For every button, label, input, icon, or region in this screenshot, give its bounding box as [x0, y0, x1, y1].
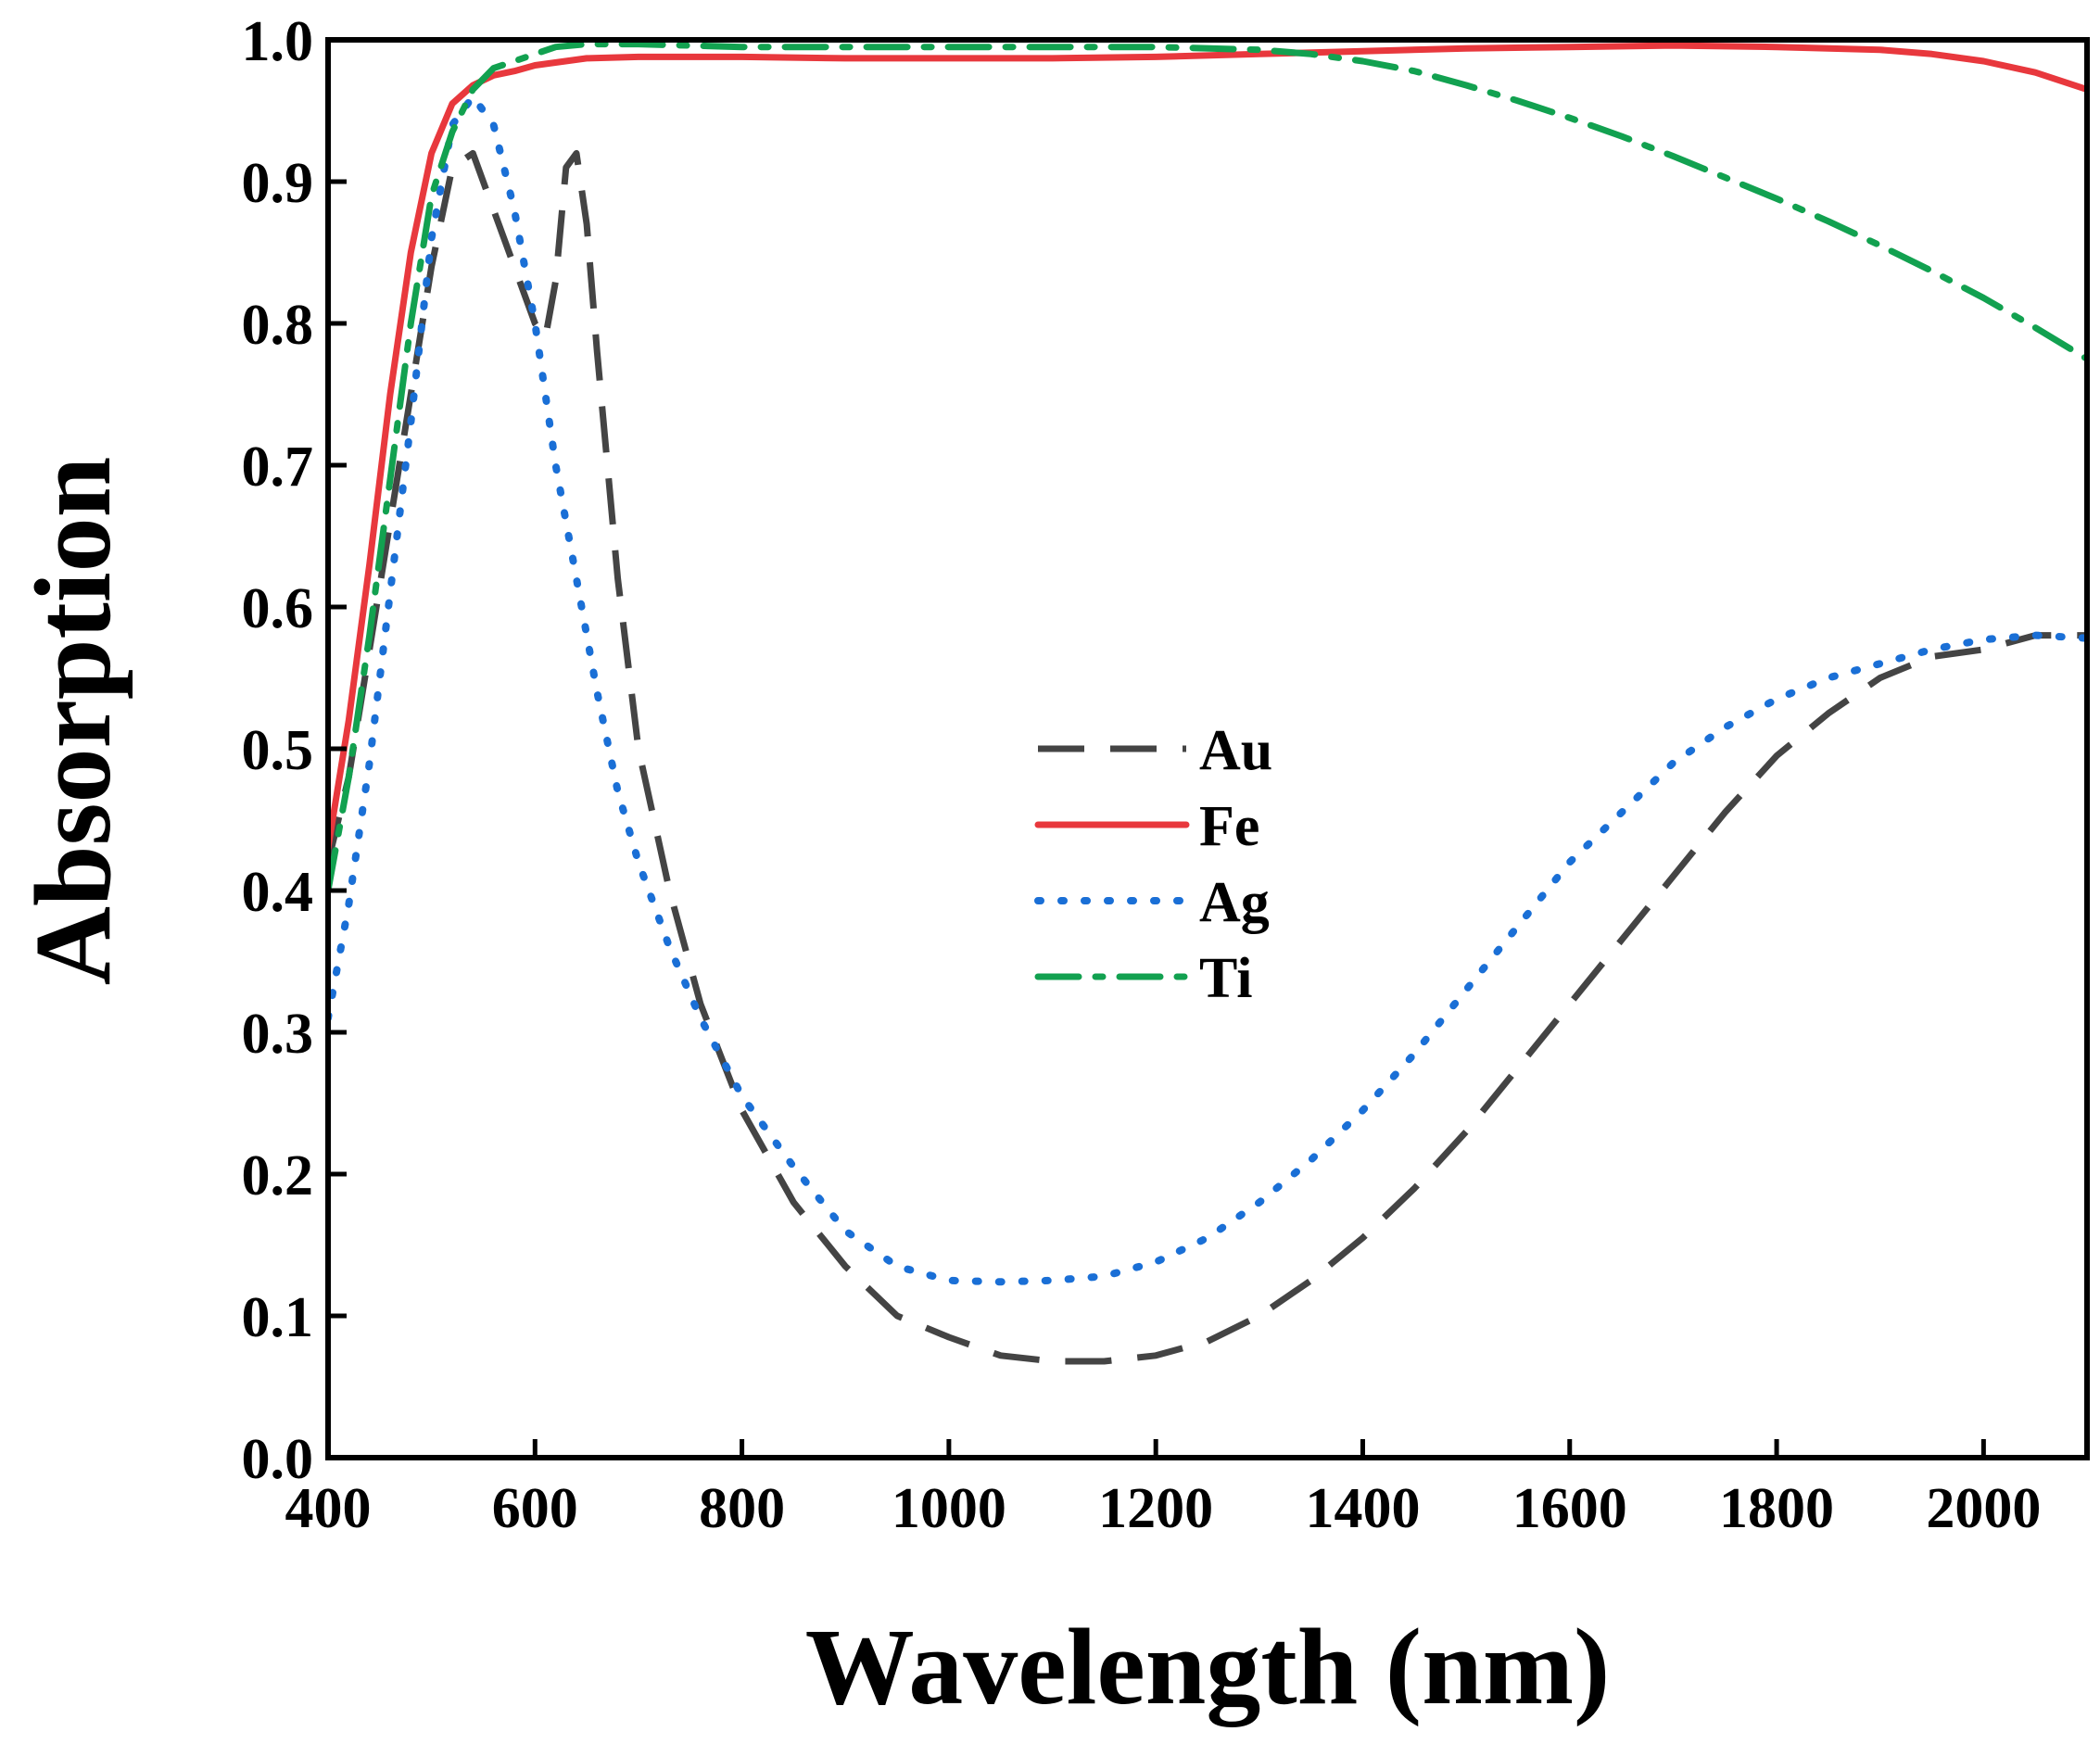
series-line-fe [328, 42, 2087, 852]
y-tick-label: 0.0 [242, 1428, 314, 1491]
x-axis-ticks: 400 600 800 1000 1200 1400 1600 1800 2000 [285, 1439, 2041, 1540]
legend-label-fe: Fe [1199, 795, 1259, 858]
y-tick-label: 0.4 [242, 861, 314, 924]
series-layer [328, 41, 2087, 1365]
y-tick-label: 0.3 [242, 1003, 314, 1066]
x-tick-label: 400 [285, 1477, 372, 1540]
y-tick-label: 0.7 [242, 436, 314, 499]
y-tick-label: 0.5 [242, 719, 314, 782]
series-line-ag [328, 93, 2087, 1286]
y-tick-label: 0.1 [242, 1286, 314, 1349]
legend-label-ti: Ti [1199, 947, 1252, 1010]
x-tick-label: 800 [699, 1477, 785, 1540]
y-axis-ticks: 0.0 0.1 0.2 0.3 0.4 0.5 0.6 0.7 0.8 0.9 1.0 [242, 10, 347, 1491]
legend-label-ag: Ag [1199, 871, 1270, 934]
y-tick-label: 0.2 [242, 1144, 314, 1207]
y-tick-label: 0.6 [242, 577, 314, 640]
x-tick-label: 600 [492, 1477, 578, 1540]
x-tick-label: 1600 [1512, 1477, 1627, 1540]
series-line-ti [328, 41, 2087, 894]
legend: Au Fe Ag Ti [1034, 719, 1272, 1010]
x-axis-title: Wavelength (nm) [805, 1606, 1611, 1727]
x-tick-label: 2000 [1926, 1477, 2041, 1540]
y-tick-label: 1.0 [242, 10, 314, 73]
x-tick-label: 1000 [892, 1477, 1006, 1540]
y-axis-title: Absorption [12, 457, 133, 985]
x-tick-label: 1400 [1305, 1477, 1420, 1540]
y-tick-label: 0.8 [242, 294, 314, 357]
x-tick-label: 1800 [1719, 1477, 1834, 1540]
y-tick-label: 0.9 [242, 152, 314, 215]
x-tick-label: 1200 [1098, 1477, 1213, 1540]
series-line-au [328, 149, 2087, 1365]
legend-label-au: Au [1199, 719, 1272, 782]
